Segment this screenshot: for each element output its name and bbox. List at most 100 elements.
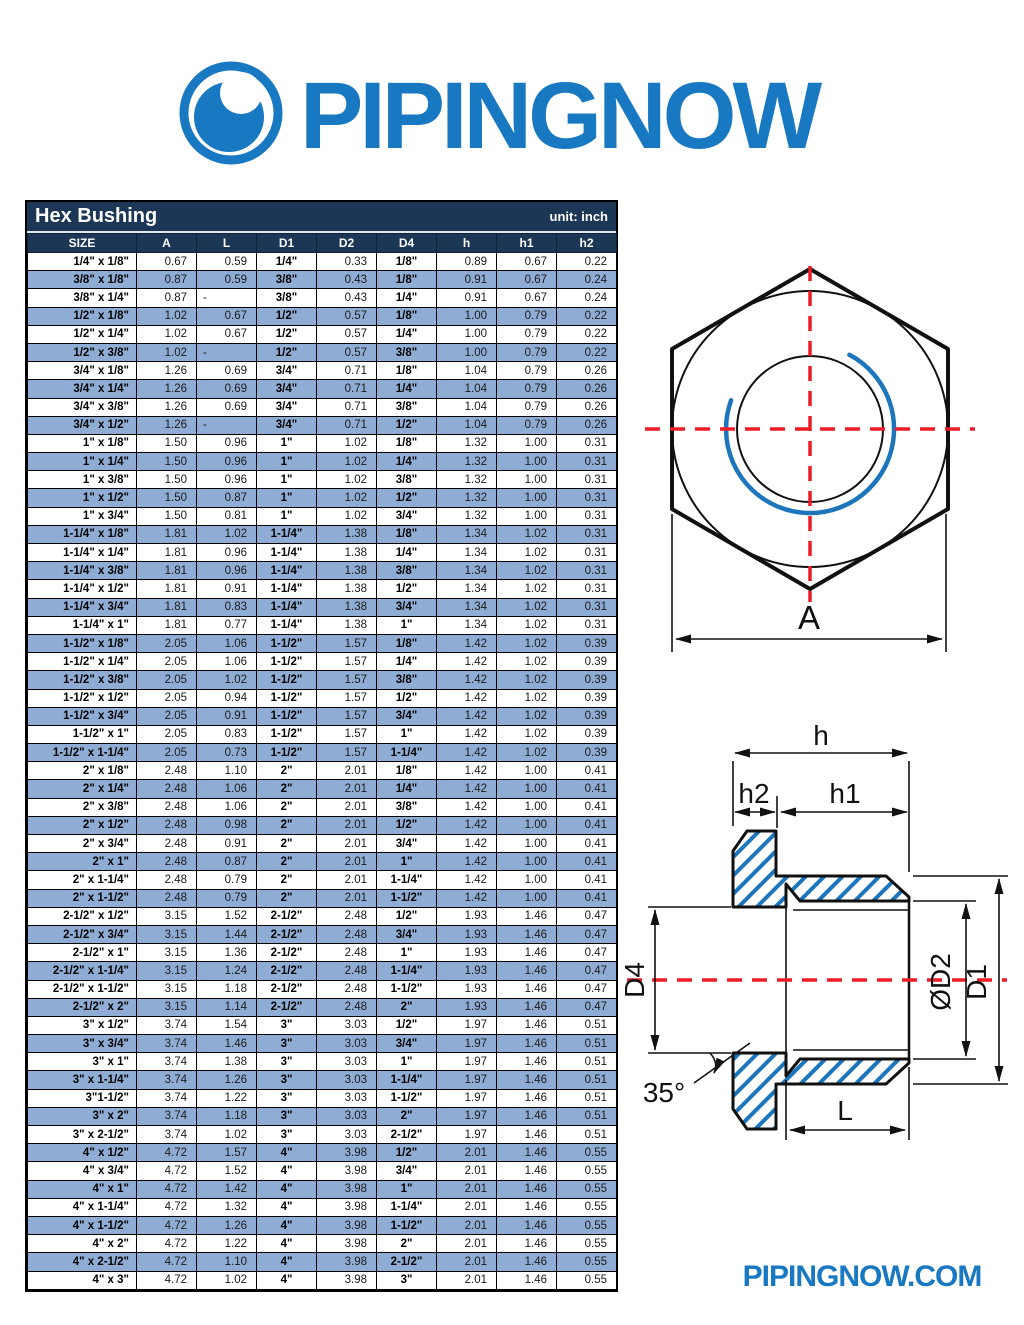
- table-row: 1" x 1/4" 1.50 0.96 1" 1.02 1/4" 1.32 1.00 0.31: [27, 452, 617, 472]
- cell: 1-1/2": [376, 888, 437, 908]
- cell: 0.31: [556, 470, 617, 490]
- dim-label-d1: D1: [961, 964, 992, 1000]
- cell: 2-1/2": [256, 961, 317, 981]
- cell: 1.02: [496, 579, 557, 599]
- cell: 1.04: [436, 379, 497, 399]
- cell: 0.22: [556, 251, 617, 272]
- table-row: 4" x 1" 4.72 1.42 4" 3.98 1" 2.01 1.46 0.55: [27, 1179, 617, 1199]
- cell: 2": [376, 1106, 437, 1127]
- cell: 4" x 1": [27, 1179, 137, 1199]
- cell: 1.26: [196, 1215, 257, 1236]
- table-header-row: SIZE A L D1 D2 D4 h h1 h2: [27, 233, 617, 253]
- cell: 0.96: [196, 433, 257, 454]
- cell: 3": [256, 1034, 317, 1054]
- cell: 1": [256, 488, 317, 508]
- cell: 1.42: [436, 888, 497, 908]
- cell: 1.81: [136, 524, 197, 545]
- hex-bushing-spec-table: Hex Bushing unit: inch SIZE A L D1 D2 D4 h h1 h2…: [25, 200, 618, 1292]
- cell: 1.42: [436, 706, 497, 726]
- cell: 2-1/2": [376, 1124, 437, 1145]
- cell: 0.73: [196, 743, 257, 763]
- cell: 1.32: [436, 506, 497, 526]
- cell: 2.01: [316, 761, 377, 781]
- cell: 1.46: [496, 1088, 557, 1108]
- cell: 1.46: [496, 943, 557, 963]
- cell: 1.54: [196, 1015, 257, 1036]
- cell: 0.67: [496, 288, 557, 308]
- cell: 0.57: [316, 306, 377, 326]
- table-row: 2-1/2" x 2" 3.15 1.14 2-1/2" 2.48 2" 1.93 1.46 0…: [27, 997, 617, 1017]
- cell: 2-1/2" x 3/4": [27, 924, 137, 945]
- cell: 1-1/4": [256, 542, 317, 563]
- brand-logo: PIPINGNOW: [176, 55, 822, 171]
- cell: 1" x 1/2": [27, 488, 137, 508]
- cell: 3.15: [136, 943, 197, 963]
- cell: 3.98: [316, 1270, 377, 1290]
- table-row: 1-1/2" x 3/8" 2.05 1.02 1-1/2" 1.57 3/8" 1.42 1…: [27, 670, 617, 690]
- cell: 0.91: [196, 579, 257, 599]
- cell: 0.71: [316, 361, 377, 381]
- cell: -: [196, 342, 257, 363]
- cell: 2.05: [136, 706, 197, 726]
- cell: 3/4": [376, 1161, 437, 1181]
- cell: 3.74: [136, 1052, 197, 1072]
- cell: 3.03: [316, 1106, 377, 1127]
- cell: 2.48: [316, 997, 377, 1017]
- table-row: 1-1/4" x 3/8" 1.81 0.96 1-1/4" 1.38 3/8" 1.34 1…: [27, 561, 617, 581]
- cell: 1.34: [436, 615, 497, 635]
- cell: 3.98: [316, 1179, 377, 1199]
- cell: 1/8": [376, 270, 437, 290]
- cell: 3.15: [136, 997, 197, 1017]
- cell: 2.01: [316, 870, 377, 890]
- cell: 1.46: [496, 1179, 557, 1199]
- cell: 1.46: [496, 1161, 557, 1181]
- cell: 2-1/2": [376, 1252, 437, 1272]
- cell: 1-1/4": [376, 1197, 437, 1217]
- cell: 1-1/4": [256, 615, 317, 635]
- cell: 4.72: [136, 1234, 197, 1254]
- cell: 1.42: [436, 797, 497, 817]
- cell: 2.01: [436, 1252, 497, 1272]
- cell: 1-1/4": [376, 1070, 437, 1090]
- table-row: 1" x 1/2" 1.50 0.87 1" 1.02 1/2" 1.32 1.00 0.31: [27, 488, 617, 508]
- cell: 2.01: [316, 797, 377, 817]
- cell: 4": [256, 1143, 317, 1163]
- cell: 4": [256, 1234, 317, 1254]
- cell: 4" x 1/2": [27, 1143, 137, 1163]
- cell: 1.93: [436, 997, 497, 1017]
- cell: 0.47: [556, 924, 617, 945]
- cell: 1.00: [496, 433, 557, 454]
- cell: 0.41: [556, 779, 617, 799]
- column-header: D1: [256, 233, 317, 253]
- cell: 3.74: [136, 1106, 197, 1127]
- cell: 1.46: [496, 1124, 557, 1145]
- cell: 1.50: [136, 433, 197, 454]
- cell: 1.46: [496, 1052, 557, 1072]
- cell: 1.46: [496, 1234, 557, 1254]
- table-row: 1/2" x 1/8" 1.02 0.67 1/2" 0.57 1/8" 1.00 0.79 0…: [27, 306, 617, 326]
- cell: 2.48: [136, 797, 197, 817]
- cell: 1.00: [496, 506, 557, 526]
- cell: 2": [256, 779, 317, 799]
- cell: 2.48: [316, 924, 377, 945]
- table-row: 2-1/2" x 1/2" 3.15 1.52 2-1/2" 2.48 1/2" 1.93 1…: [27, 906, 617, 926]
- cell: 0.41: [556, 870, 617, 890]
- cell: 1.00: [496, 888, 557, 908]
- cell: 1.57: [316, 670, 377, 690]
- cell: 1.22: [196, 1234, 257, 1254]
- column-header: SIZE: [27, 233, 137, 253]
- cell: 1/2": [376, 1143, 437, 1163]
- cell: 2.05: [136, 724, 197, 745]
- cell: 1.42: [436, 633, 497, 654]
- cell: 3/4": [256, 379, 317, 399]
- cell: 3/8": [256, 270, 317, 290]
- table-row: 4" x 2" 4.72 1.22 4" 3.98 2" 2.01 1.46 0.55: [27, 1234, 617, 1254]
- cell: 0.87: [136, 270, 197, 290]
- cell: 1.02: [196, 1124, 257, 1145]
- cell: 4.72: [136, 1197, 197, 1217]
- table-row: 1/4" x 1/8" 0.67 0.59 1/4" 0.33 1/8" 0.89 0.67 0…: [27, 251, 617, 272]
- cell: 0.69: [196, 379, 257, 399]
- table-row: 1/2" x 3/8" 1.02-1/2" 0.57 3/8" 1.00 0.79 0.22: [27, 342, 617, 363]
- cell: 3.98: [316, 1143, 377, 1163]
- cell: 4" x 1-1/2": [27, 1215, 137, 1236]
